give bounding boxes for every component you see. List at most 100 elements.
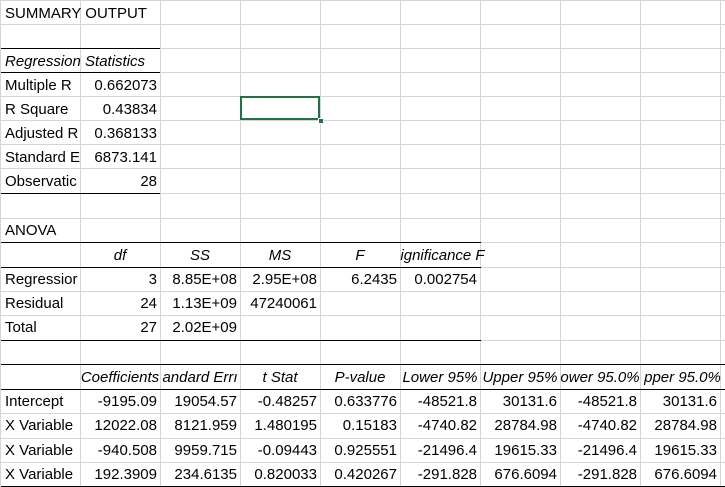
gridline	[0, 438, 725, 439]
coef-cell[interactable]: 28784.98	[654, 417, 717, 434]
coef-cell[interactable]: -4740.82	[577, 417, 637, 434]
table-rule	[1, 72, 160, 73]
anova-cell[interactable]: 24	[140, 295, 157, 312]
table-rule	[1, 389, 725, 390]
gridline	[80, 0, 81, 487]
coef-cell[interactable]: -291.828	[577, 466, 637, 483]
coef-header[interactable]: ower 95.0%	[560, 369, 640, 386]
stat-value[interactable]: 0.43834	[102, 101, 157, 118]
coef-cell[interactable]: 30131.6	[662, 393, 717, 410]
gridline	[560, 0, 561, 487]
coef-cell[interactable]: -0.48257	[257, 393, 317, 410]
stat-value[interactable]: 6873.141	[94, 149, 157, 166]
anova-header-ss[interactable]: SS	[189, 247, 210, 264]
anova-cell[interactable]: 0.002754	[414, 271, 477, 288]
gridline	[0, 193, 725, 194]
gridline	[400, 0, 401, 487]
coef-cell[interactable]: 0.633776	[334, 393, 397, 410]
stat-label[interactable]: R Square	[5, 101, 69, 118]
coef-row-label[interactable]: X Variable	[5, 466, 74, 483]
anova-cell[interactable]: 3	[148, 271, 157, 288]
coef-cell[interactable]: 9959.715	[174, 442, 237, 459]
stat-value[interactable]: 0.368133	[94, 125, 157, 142]
anova-cell[interactable]: 27	[140, 319, 157, 336]
coef-cell[interactable]: -0.09443	[257, 442, 317, 459]
gridline	[0, 72, 725, 73]
anova-row-label[interactable]: Regressior	[5, 271, 78, 288]
coef-header[interactable]: Coefficients	[80, 369, 160, 386]
coef-cell[interactable]: 19615.33	[494, 442, 557, 459]
coef-header[interactable]: Lower 95%	[402, 369, 478, 386]
anova-cell[interactable]: 2.95E+08	[252, 271, 317, 288]
stat-label[interactable]: Adjusted R	[5, 125, 79, 142]
coef-cell[interactable]: 192.3909	[94, 466, 157, 483]
coef-cell[interactable]: 0.15183	[342, 417, 397, 434]
anova-title[interactable]: ANOVA	[5, 222, 57, 239]
coef-header[interactable]: t Stat	[262, 369, 298, 386]
anova-row-label[interactable]: Residual	[5, 295, 64, 312]
coef-cell[interactable]: -291.828	[417, 466, 477, 483]
coef-row-label[interactable]: X Variable	[5, 417, 74, 434]
coef-cell[interactable]: 28784.98	[494, 417, 557, 434]
anova-cell[interactable]: 1.13E+09	[172, 295, 237, 312]
gridline	[0, 48, 725, 49]
gridline	[0, 0, 725, 1]
coef-cell[interactable]: -4740.82	[417, 417, 477, 434]
anova-cell[interactable]: 2.02E+09	[172, 319, 237, 336]
gridline	[0, 144, 725, 145]
coef-cell[interactable]: 30131.6	[502, 393, 557, 410]
stat-label[interactable]: Observatic	[5, 173, 77, 190]
coef-header[interactable]: pper 95.0%	[644, 369, 721, 386]
table-rule	[1, 364, 725, 365]
anova-cell[interactable]: 8.85E+08	[172, 271, 237, 288]
coef-cell[interactable]: -48521.8	[417, 393, 477, 410]
gridline	[0, 462, 725, 463]
anova-header-ms[interactable]: MS	[268, 247, 292, 264]
table-rule	[1, 193, 160, 194]
gridline	[0, 315, 725, 316]
coef-cell[interactable]: -21496.4	[577, 442, 637, 459]
coef-cell[interactable]: 0.420267	[334, 466, 397, 483]
gridline	[0, 0, 1, 487]
stat-label[interactable]: Multiple R	[5, 77, 72, 94]
coef-cell[interactable]: 234.6135	[174, 466, 237, 483]
coef-cell[interactable]: 19615.33	[654, 442, 717, 459]
coef-cell[interactable]: 0.925551	[334, 442, 397, 459]
stat-label[interactable]: Standard E	[5, 149, 80, 166]
coef-cell[interactable]: 8121.959	[174, 417, 237, 434]
summary-title[interactable]: SUMMARY OUTPUT	[5, 5, 147, 22]
gridline	[0, 24, 725, 25]
anova-header-f[interactable]: F	[355, 247, 365, 264]
anova-cell[interactable]: 6.2435	[351, 271, 397, 288]
fill-handle[interactable]	[318, 118, 324, 124]
coef-cell[interactable]: 19054.57	[174, 393, 237, 410]
coef-cell[interactable]: 12022.08	[94, 417, 157, 434]
coef-header[interactable]: P-value	[334, 369, 386, 386]
stat-value[interactable]: 28	[140, 173, 157, 190]
coef-cell[interactable]: -940.508	[97, 442, 157, 459]
anova-header-significance-f[interactable]: ignificance F	[400, 247, 485, 264]
regression-stats-header[interactable]: Regression Statistics	[5, 53, 146, 70]
table-rule	[1, 267, 481, 268]
anova-header-df[interactable]: df	[113, 247, 127, 264]
selected-cell[interactable]	[240, 96, 320, 120]
gridline	[240, 0, 241, 487]
gridline	[0, 291, 725, 292]
coef-header[interactable]: andard Errı	[162, 369, 238, 386]
anova-row-label[interactable]: Total	[5, 319, 37, 336]
coef-cell[interactable]: 676.6094	[494, 466, 557, 483]
coef-cell[interactable]: 1.480195	[254, 417, 317, 434]
coef-cell[interactable]: -21496.4	[417, 442, 477, 459]
gridline	[0, 168, 725, 169]
coef-header[interactable]: Upper 95%	[482, 369, 558, 386]
table-rule	[1, 340, 481, 341]
coef-row-label[interactable]: X Variable	[5, 442, 74, 459]
coef-cell[interactable]: -9195.09	[97, 393, 157, 410]
coef-cell[interactable]: 676.6094	[654, 466, 717, 483]
stat-value[interactable]: 0.662073	[94, 77, 157, 94]
coef-cell[interactable]: -48521.8	[577, 393, 637, 410]
anova-cell[interactable]: 47240061	[250, 295, 317, 312]
coef-cell[interactable]: 0.820033	[254, 466, 317, 483]
coef-row-label[interactable]: Intercept	[5, 393, 64, 410]
